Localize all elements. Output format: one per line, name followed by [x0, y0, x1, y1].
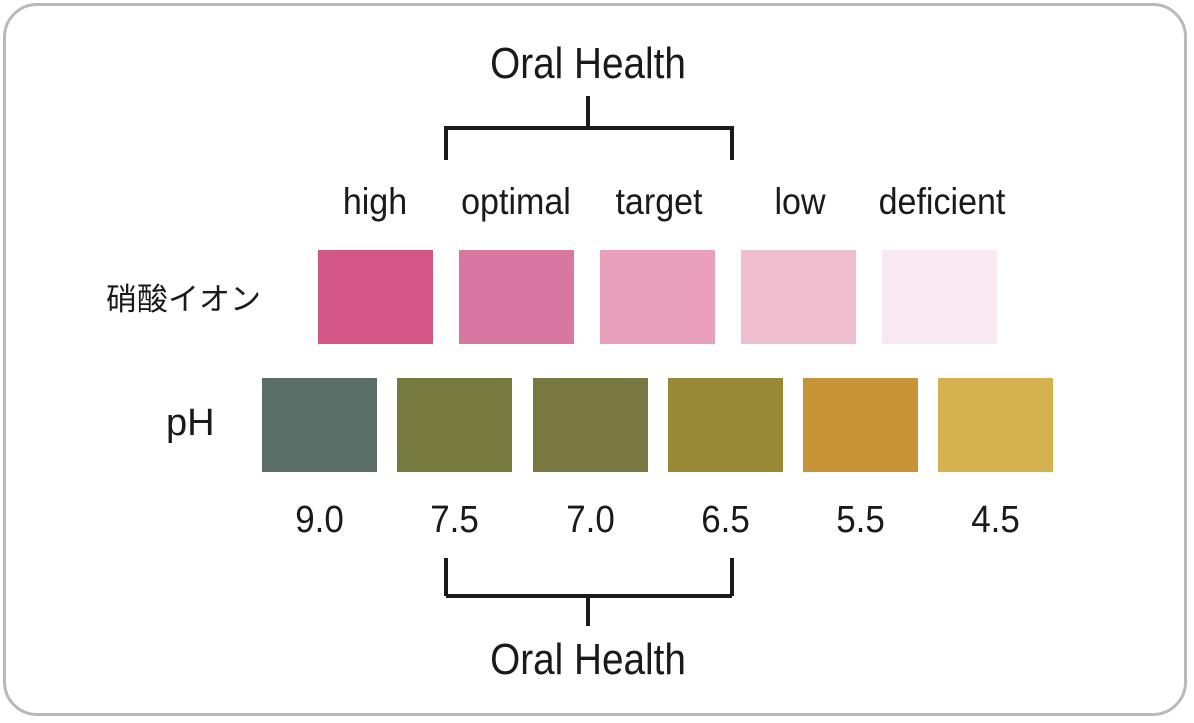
ph-row-label: pH [166, 402, 215, 444]
level-high: high [342, 181, 408, 222]
nitrate-swatch-low [741, 250, 856, 344]
nitrate-swatch-deficient [882, 250, 997, 344]
ph-swatch-5-5 [803, 378, 918, 472]
oral-health-title-bottom: Oral Health [490, 635, 686, 684]
nitrate-row-label: 硝酸イオン [106, 282, 261, 318]
nitrate-swatch-optimal [459, 250, 574, 344]
ph-swatch-9-0 [262, 378, 377, 472]
level-optimal: optimal [461, 181, 571, 222]
ph-swatch-6-5 [668, 378, 783, 472]
level-target: target [615, 181, 703, 222]
nitrate-swatch-high [318, 250, 433, 344]
ph-value-4-5: 4.5 [971, 499, 1020, 541]
ph-value-5-5: 5.5 [836, 499, 885, 541]
ph-swatch-7-5 [397, 378, 512, 472]
ph-value-7-0: 7.0 [566, 499, 615, 541]
ph-swatch-7-0 [533, 378, 648, 472]
ph-swatch-4-5 [938, 378, 1053, 472]
ph-value-7-5: 7.5 [430, 499, 479, 541]
ph-value-6-5: 6.5 [701, 499, 750, 541]
level-deficient: deficient [878, 181, 1006, 222]
chart-card [3, 3, 1187, 716]
ph-value-9-0: 9.0 [295, 499, 344, 541]
level-low: low [774, 181, 826, 222]
oral-health-title-top: Oral Health [490, 39, 686, 88]
nitrate-swatch-target [600, 250, 715, 344]
